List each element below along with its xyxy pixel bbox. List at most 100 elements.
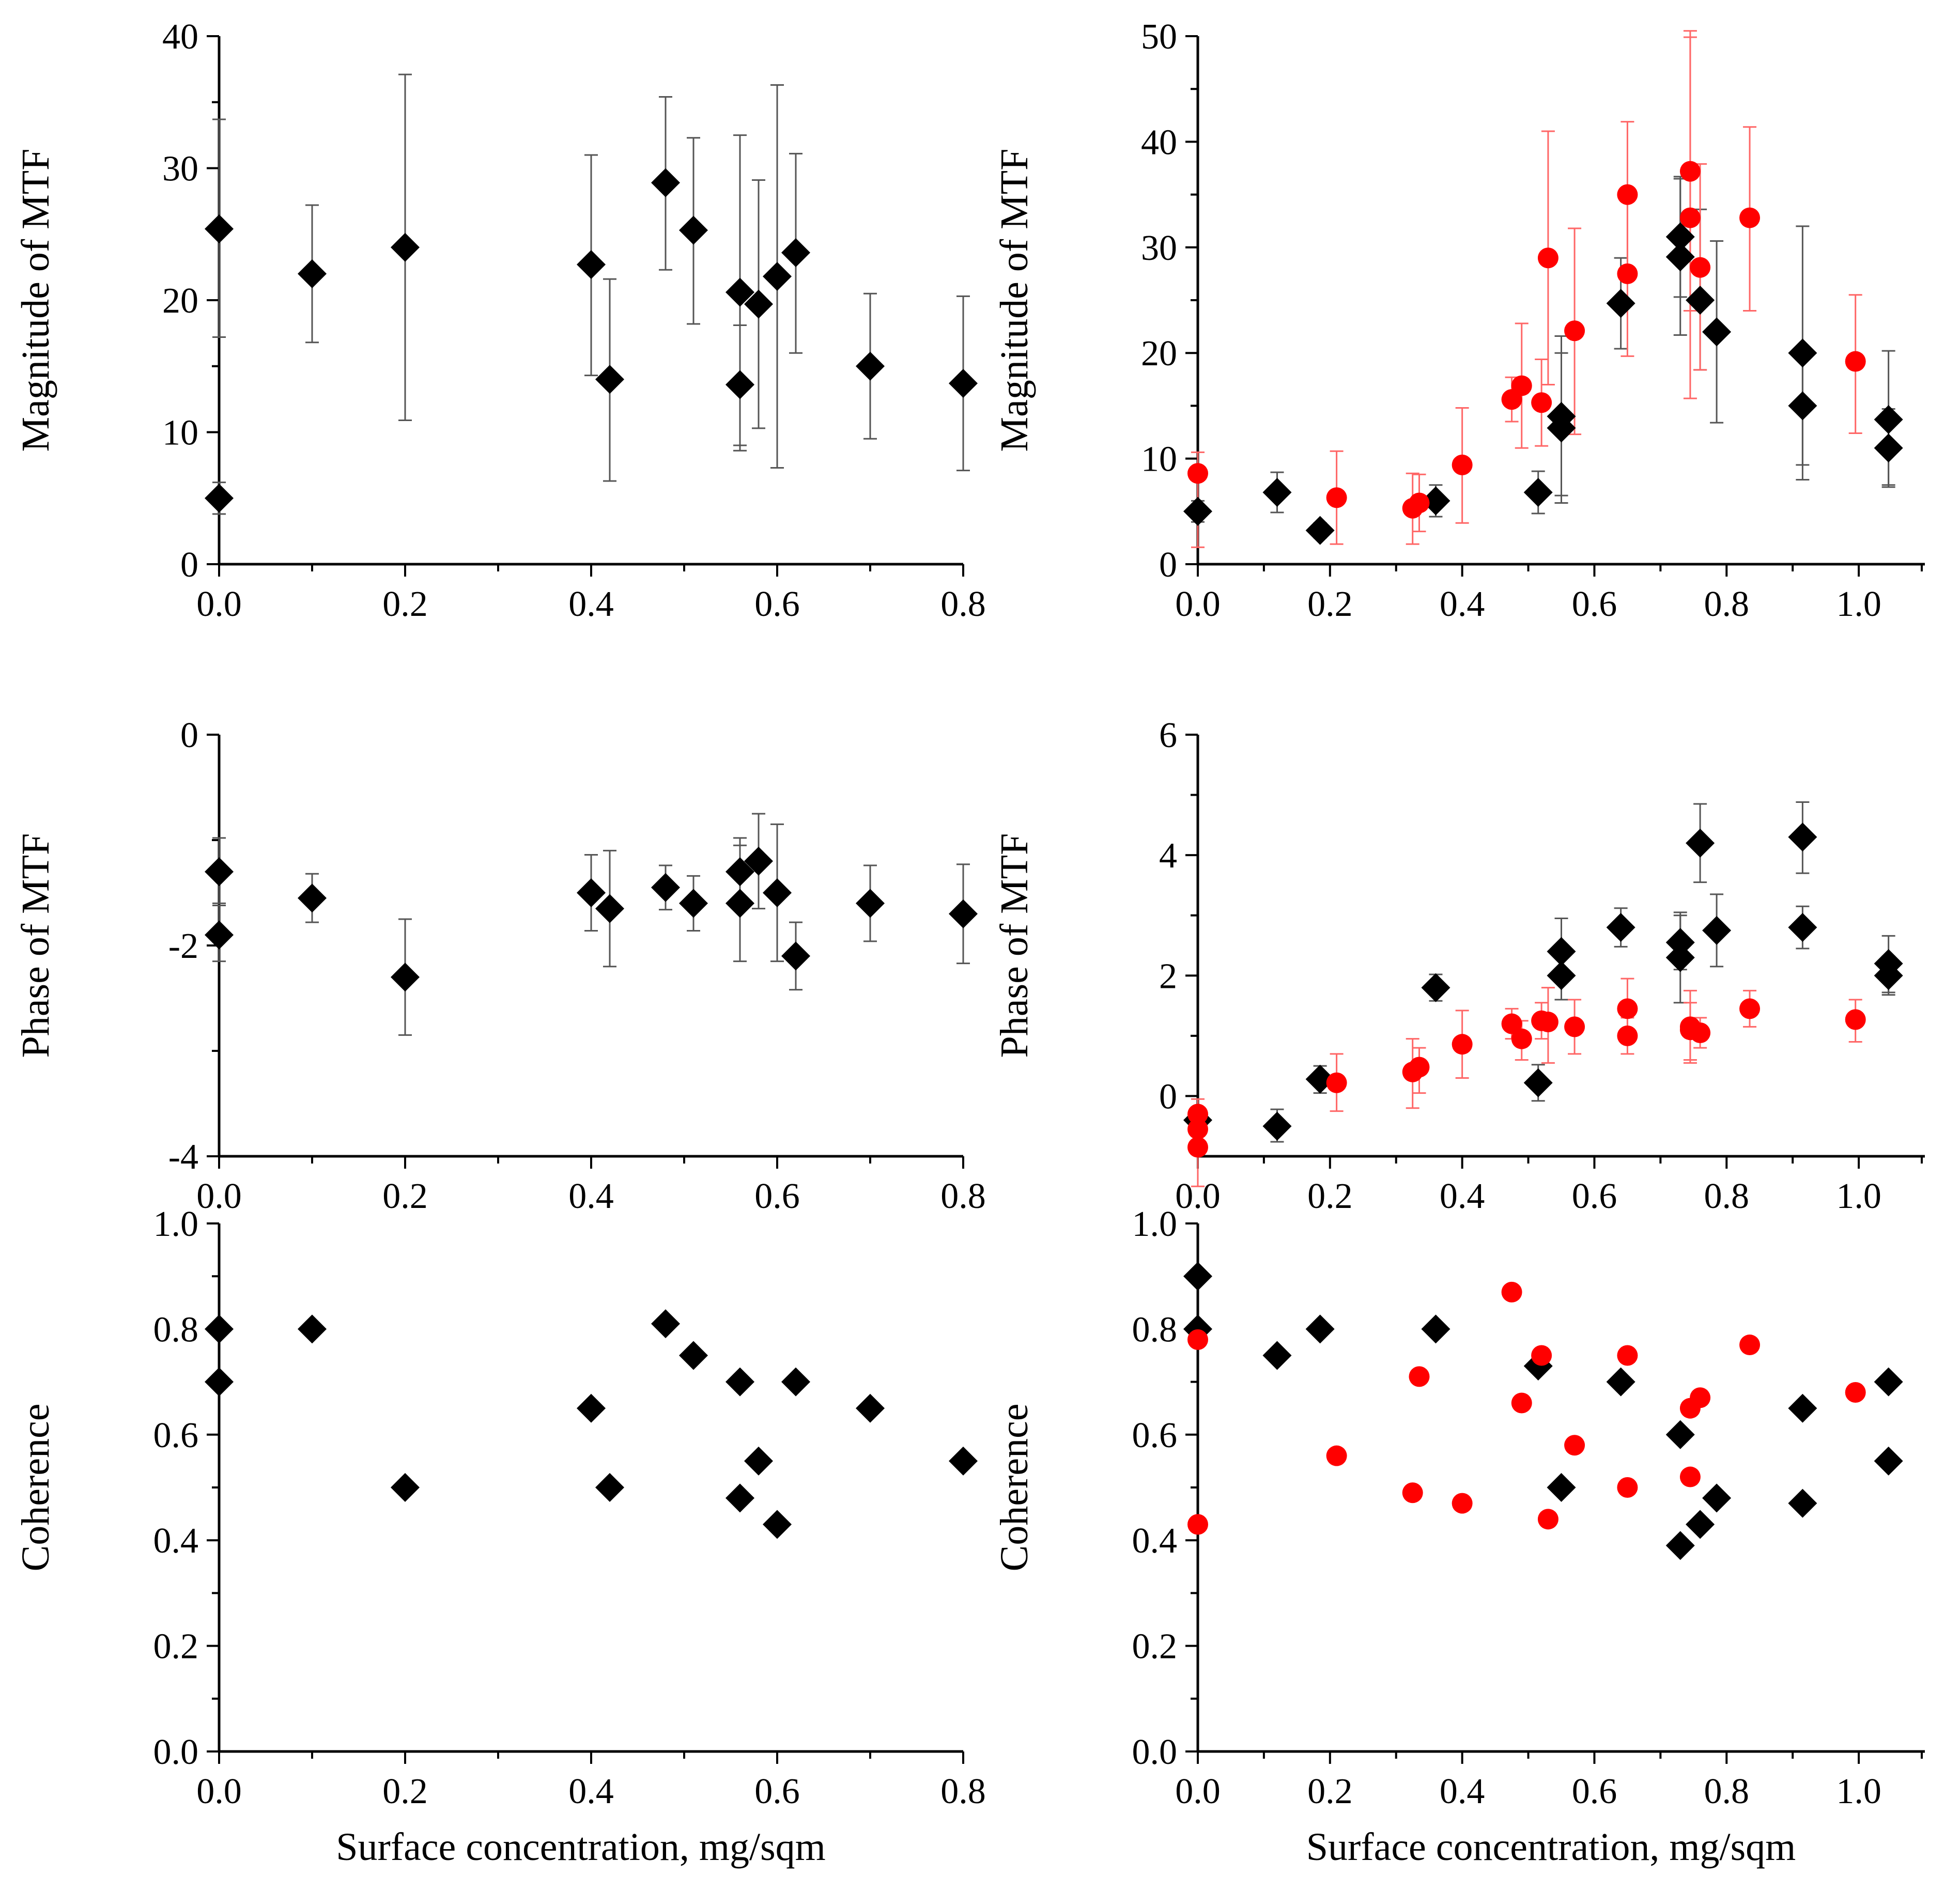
black-diamond-marker [1788, 391, 1817, 421]
y-tick-label: 0.0 [1132, 1732, 1178, 1772]
y-tick-label: 1.0 [153, 1204, 199, 1244]
black-diamond-marker [1702, 916, 1732, 945]
black-diamond-marker [949, 1446, 978, 1476]
black-diamond-marker [763, 262, 792, 291]
y-tick-label: 0.6 [153, 1416, 199, 1455]
red-circle-marker [1326, 487, 1347, 508]
black-diamond-marker [1665, 1531, 1695, 1560]
black-diamond-marker [1665, 242, 1695, 272]
black-diamond-marker [763, 878, 792, 907]
black-diamond-marker [1702, 1483, 1732, 1513]
red-circle-marker [1739, 207, 1761, 228]
black-diamond-marker [298, 883, 327, 913]
red-circle-marker [1452, 1493, 1473, 1514]
red-circle-marker [1690, 1022, 1711, 1044]
y-axis-title: Coherence [14, 1404, 57, 1572]
red-circle-marker [1845, 351, 1866, 372]
black-diamond-marker [781, 238, 810, 268]
red-circle-marker [1511, 1028, 1532, 1049]
black-diamond-marker [205, 1367, 234, 1397]
x-tick-label: 0.6 [754, 1176, 800, 1216]
black-diamond-marker [781, 1367, 810, 1397]
y-tick-label: 50 [1141, 17, 1177, 57]
black-diamond-marker [744, 289, 773, 319]
black-diamond-marker [1262, 1341, 1292, 1370]
black-diamond-marker [1421, 973, 1450, 1002]
red-circle-marker [1326, 1072, 1347, 1093]
x-tick-label: 0.6 [754, 584, 800, 624]
red-circle-marker [1511, 1392, 1532, 1414]
x-tick-label: 1.0 [1836, 1176, 1881, 1216]
black-diamond-marker [595, 365, 624, 394]
red-circle-marker [1690, 1387, 1711, 1408]
red-circle-marker [1187, 1514, 1208, 1535]
black-diamond-marker [1788, 913, 1817, 942]
black-diamond-marker [205, 484, 234, 513]
red-circle-marker [1187, 463, 1208, 484]
black-diamond-marker [1183, 1262, 1212, 1291]
black-diamond-marker [1547, 937, 1576, 966]
red-circle-marker [1845, 1382, 1866, 1403]
x-tick-label: 0.4 [1440, 1176, 1485, 1216]
y-axis-title: Magnitude of MTF [14, 149, 57, 452]
y-tick-label: 0.8 [153, 1310, 199, 1350]
x-tick-label: 0.6 [754, 1772, 800, 1811]
x-tick-label: 0.4 [568, 584, 614, 624]
y-tick-label: 0 [1159, 1077, 1177, 1116]
red-circle-marker [1679, 1466, 1701, 1487]
black-diamond-marker [1421, 486, 1450, 516]
x-tick-label: 0.8 [1704, 1176, 1750, 1216]
red-circle-marker [1452, 1034, 1473, 1055]
red-circle-marker [1326, 1445, 1347, 1466]
x-tick-label: 0.8 [940, 1176, 986, 1216]
black-diamond-marker [1874, 961, 1903, 990]
black-diamond-marker [1262, 478, 1292, 507]
black-diamond-marker [391, 1473, 420, 1502]
black-diamond-marker [1665, 1420, 1695, 1449]
black-diamond-marker [1686, 1510, 1715, 1539]
black-diamond-marker [595, 894, 624, 923]
y-axis-title: Phase of MTF [14, 833, 57, 1058]
black-diamond-marker [1547, 1473, 1576, 1502]
black-diamond-marker [1874, 405, 1903, 434]
x-tick-label: 0.8 [940, 1772, 986, 1811]
y-tick-label: 40 [1141, 122, 1177, 162]
y-tick-label: 6 [1159, 716, 1177, 755]
y-axis-title: Magnitude of MTF [993, 149, 1036, 452]
red-circle-marker [1187, 1119, 1208, 1140]
black-diamond-marker [205, 920, 234, 950]
red-circle-marker [1452, 454, 1473, 475]
red-circle-marker [1617, 1345, 1638, 1366]
black-diamond-marker [726, 1483, 754, 1513]
black-diamond-marker [577, 250, 606, 280]
black-diamond-marker [1183, 497, 1212, 526]
y-tick-label: 20 [1141, 334, 1177, 374]
x-tick-label: 0.0 [1175, 1772, 1221, 1811]
black-diamond-marker [1788, 1488, 1817, 1518]
black-diamond-marker [651, 873, 680, 902]
black-diamond-marker [1305, 1314, 1335, 1344]
x-tick-label: 0.2 [382, 1772, 428, 1811]
black-diamond-marker [1547, 413, 1576, 443]
red-circle-marker [1187, 1104, 1208, 1125]
red-circle-marker [1739, 998, 1761, 1019]
x-tick-label: 0.0 [196, 1176, 242, 1216]
x-tick-label: 0.2 [382, 1176, 428, 1216]
black-diamond-marker [726, 277, 754, 307]
black-diamond-marker [679, 1341, 708, 1370]
black-diamond-marker [726, 1367, 754, 1397]
y-tick-label: 30 [1141, 228, 1177, 268]
black-diamond-marker [205, 1314, 234, 1344]
y-tick-label: 2 [1159, 956, 1177, 996]
x-tick-label: 0.0 [196, 1772, 242, 1811]
red-circle-marker [1739, 1335, 1761, 1356]
red-circle-marker [1402, 1482, 1423, 1503]
x-tick-label: 0.4 [1440, 1772, 1485, 1811]
y-tick-label: 0 [180, 545, 198, 585]
x-tick-label: 0.6 [1572, 584, 1617, 624]
y-tick-label: 0.6 [1132, 1416, 1178, 1455]
black-diamond-marker [391, 232, 420, 262]
y-tick-label: 0 [180, 716, 198, 755]
black-diamond-marker [651, 168, 680, 197]
